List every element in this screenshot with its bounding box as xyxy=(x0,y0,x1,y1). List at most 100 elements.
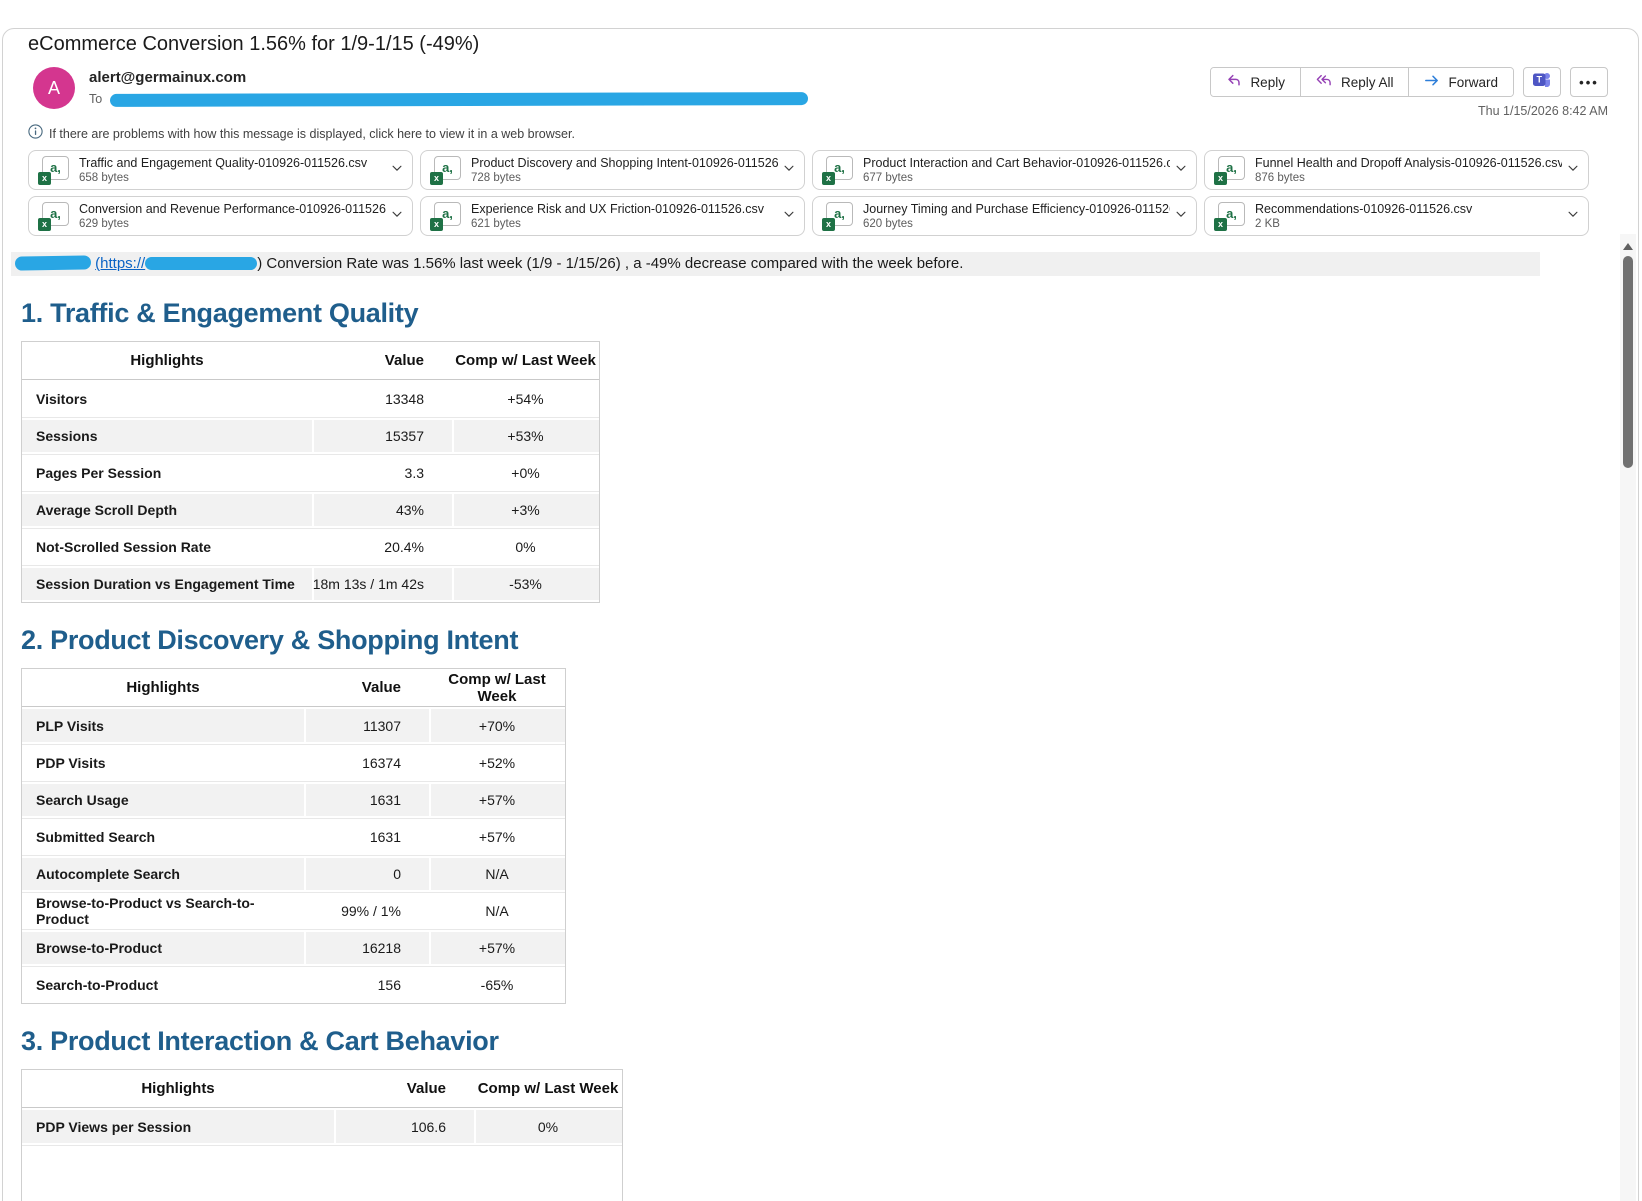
chevron-down-icon[interactable] xyxy=(1566,207,1580,226)
table-row: PDP Visits 16374 +52% xyxy=(22,744,565,781)
chevron-down-icon[interactable] xyxy=(1174,161,1188,180)
metric-label: Browse-to-Product xyxy=(22,929,304,966)
metric-comp: +53% xyxy=(452,417,599,454)
metric-value: 1631 xyxy=(304,781,429,818)
attachment-name: Product Interaction and Cart Behavior-01… xyxy=(863,156,1170,170)
metric-value: 3.3 xyxy=(312,454,452,491)
csv-file-icon: a, x xyxy=(38,155,70,185)
recipients-redaction xyxy=(110,91,809,107)
metric-label: Session Duration vs Engagement Time xyxy=(22,565,312,602)
vertical-scrollbar[interactable] xyxy=(1620,234,1636,1201)
table-row xyxy=(22,1145,622,1201)
summary-link[interactable]: (https:// xyxy=(95,255,258,272)
table-row: PDP Views per Session 106.6 0% xyxy=(22,1108,622,1145)
metric-comp: +70% xyxy=(429,707,565,744)
csv-file-icon: a, x xyxy=(1214,201,1246,231)
reply-all-label: Reply All xyxy=(1340,74,1394,90)
chevron-down-icon[interactable] xyxy=(390,161,404,180)
metric-label: Browse-to-Product vs Search-to-Product xyxy=(22,892,304,929)
attachment-size: 2 KB xyxy=(1255,218,1280,230)
attachment-chip[interactable]: a, x Product Interaction and Cart Behavior… xyxy=(812,150,1197,190)
attachment-size: 629 bytes xyxy=(79,218,129,230)
attachment-chip[interactable]: a, x Journey Timing and Purchase Efficienc… xyxy=(812,196,1197,236)
teams-icon: T xyxy=(1532,70,1552,94)
info-icon xyxy=(28,124,43,144)
metric-value: 11307 xyxy=(304,707,429,744)
attachment-chip[interactable]: a, x Product Discovery and Shopping Intent… xyxy=(420,150,805,190)
csv-file-icon: a, x xyxy=(822,201,854,231)
attachment-grid: a, x Traffic and Engagement Quality-010926… xyxy=(28,150,1638,236)
to-label: To xyxy=(89,92,103,106)
chevron-down-icon[interactable] xyxy=(782,161,796,180)
csv-file-icon: a, x xyxy=(430,155,462,185)
chevron-down-icon[interactable] xyxy=(390,207,404,226)
forward-label: Forward xyxy=(1448,74,1498,90)
metric-value: 15357 xyxy=(312,417,452,454)
email-subject: eCommerce Conversion 1.56% for 1/9-1/15 … xyxy=(28,33,480,55)
metric-label: Visitors xyxy=(36,390,88,407)
reply-button[interactable]: Reply xyxy=(1211,68,1300,96)
message-timestamp: Thu 1/15/2026 8:42 AM xyxy=(1478,104,1608,118)
attachment-chip[interactable]: a, x Recommendations-010926-011526.csv 2 KB xyxy=(1204,196,1589,236)
table-header-row: Highlights Value Comp w/ Last Week xyxy=(22,669,565,707)
metric-label: PDP Views per Session xyxy=(22,1108,334,1145)
attachment-name: Product Discovery and Shopping Intent-01… xyxy=(471,156,778,170)
column-header: Comp w/ Last Week xyxy=(474,1070,622,1108)
more-actions-button[interactable]: ••• xyxy=(1570,67,1608,97)
summary-link-text: (https:// xyxy=(95,255,146,272)
attachment-size: 658 bytes xyxy=(79,172,129,184)
metric-comp: +3% xyxy=(452,491,599,528)
attachment-chip[interactable]: a, x Conversion and Revenue Performance-01… xyxy=(28,196,413,236)
metric-comp: +57% xyxy=(429,781,565,818)
section-heading: 3. Product Interaction & Cart Behavior xyxy=(21,1026,499,1056)
column-header: Value xyxy=(304,669,429,707)
metric-comp: +52% xyxy=(429,744,565,781)
attachment-name: Experience Risk and UX Friction-010926-0… xyxy=(471,202,764,216)
table-row: PLP Visits 11307 +70% xyxy=(22,707,565,744)
metric-label: PDP Visits xyxy=(22,744,304,781)
column-header: Comp w/ Last Week xyxy=(429,669,565,707)
metric-value: 18m 13s / 1m 42s xyxy=(312,565,452,602)
sender-avatar[interactable]: A xyxy=(33,67,75,109)
attachment-chip[interactable]: a, x Funnel Health and Dropoff Analysis-01… xyxy=(1204,150,1589,190)
table-row: Pages Per Session 3.3 +0% xyxy=(22,454,599,491)
metric-value: 156 xyxy=(304,966,429,1003)
table-row: Average Scroll Depth 43% +3% xyxy=(22,491,599,528)
scrollbar-thumb[interactable] xyxy=(1623,256,1633,468)
metric-comp: +0% xyxy=(452,454,599,491)
share-to-teams-button[interactable]: T xyxy=(1523,67,1561,97)
attachment-size: 620 bytes xyxy=(863,218,913,230)
display-problem-banner[interactable]: If there are problems with how this mess… xyxy=(28,124,1638,144)
sender-email[interactable]: alert@germainux.com xyxy=(89,69,247,86)
reply-arrow-icon xyxy=(1226,73,1242,91)
section-heading: 1. Traffic & Engagement Quality xyxy=(21,298,419,328)
attachment-chip[interactable]: a, x Traffic and Engagement Quality-010926… xyxy=(28,150,413,190)
table-header-row: Highlights Value Comp w/ Last Week xyxy=(22,342,599,380)
metric-comp: -53% xyxy=(452,565,599,602)
metric-comp: +54% xyxy=(507,390,544,407)
attachment-name: Journey Timing and Purchase Efficiency-0… xyxy=(863,202,1170,216)
csv-file-icon: a, x xyxy=(38,201,70,231)
message-header: A alert@germainux.com To Reply xyxy=(33,67,1608,118)
metric-value: 1631 xyxy=(304,818,429,855)
table-row: Sessions 15357 +53% xyxy=(22,417,599,454)
csv-file-icon: a, x xyxy=(430,201,462,231)
table-row: Browse-to-Product 16218 +57% xyxy=(22,929,565,966)
metric-label: PLP Visits xyxy=(22,707,304,744)
chevron-down-icon[interactable] xyxy=(1174,207,1188,226)
chevron-down-icon[interactable] xyxy=(1566,161,1580,180)
metric-comp: N/A xyxy=(429,855,565,892)
metric-label: Search Usage xyxy=(22,781,304,818)
chevron-down-icon[interactable] xyxy=(782,207,796,226)
attachment-chip[interactable]: a, x Experience Risk and UX Friction-01092… xyxy=(420,196,805,236)
scroll-up-arrow[interactable] xyxy=(1623,243,1633,250)
summary-line: (https://) Conversion Rate was 1.56% las… xyxy=(11,252,1540,276)
column-header: Value xyxy=(334,1070,474,1108)
reply-all-arrow-icon xyxy=(1316,73,1333,91)
section-heading: 2. Product Discovery & Shopping Intent xyxy=(21,625,519,655)
reply-all-button[interactable]: Reply All xyxy=(1299,68,1409,96)
attachment-name: Recommendations-010926-011526.csv xyxy=(1255,202,1473,216)
table-row: Browse-to-Product vs Search-to-Product 99… xyxy=(22,892,565,929)
forward-button[interactable]: Forward xyxy=(1408,68,1513,96)
metric-comp: N/A xyxy=(429,892,565,929)
